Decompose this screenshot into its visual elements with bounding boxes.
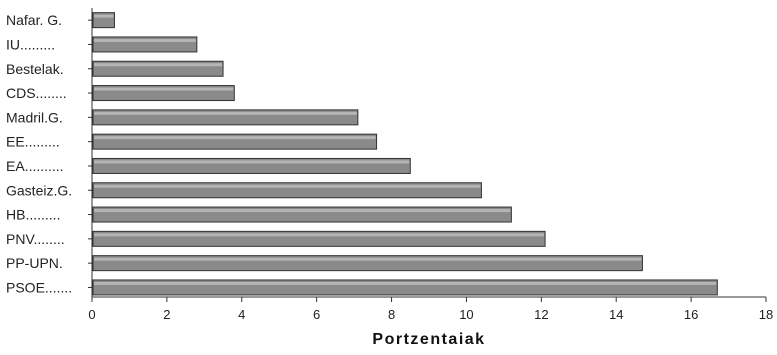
category-label: Madril.G.: [6, 109, 63, 125]
category-label: PNV........: [6, 231, 65, 247]
bar-highlight: [94, 111, 357, 115]
x-tick-label: 0: [88, 307, 95, 322]
bar-highlight: [94, 281, 717, 285]
bar-highlight: [94, 209, 511, 213]
bar-highlight: [94, 14, 114, 18]
x-tick-label: 14: [609, 307, 623, 322]
x-tick-label: 2: [163, 307, 170, 322]
x-tick-label: 12: [534, 307, 548, 322]
x-tick-label: 4: [238, 307, 245, 322]
bar-highlight: [94, 184, 481, 188]
x-axis-label: Portzentaiak: [372, 331, 485, 348]
x-tick-label: 18: [759, 307, 773, 322]
bars: [92, 12, 718, 296]
category-label: PP-UPN.: [6, 255, 63, 271]
category-label: IU.........: [6, 36, 55, 52]
bar-highlight: [94, 257, 642, 261]
bar-highlight: [94, 63, 223, 67]
category-label: Gasteiz.G.: [6, 182, 72, 198]
x-tick-label: 6: [313, 307, 320, 322]
category-label: PSOE.......: [6, 279, 72, 295]
bar-highlight: [94, 87, 234, 91]
bar-highlight: [94, 233, 545, 237]
category-label: EA..........: [6, 158, 64, 174]
x-tick-label: 16: [684, 307, 698, 322]
x-tick-label: 8: [388, 307, 395, 322]
category-label: EE.........: [6, 134, 60, 150]
category-label: Nafar. G.: [6, 12, 62, 28]
category-label: CDS........: [6, 85, 67, 101]
bar-highlight: [94, 38, 196, 42]
x-axis: 0 2 4 6 8 10 12 14 16 18: [88, 8, 773, 322]
category-label: Bestelak.: [6, 61, 64, 77]
bar-highlight: [94, 136, 376, 140]
x-tick-label: 10: [459, 307, 473, 322]
category-labels: Nafar. G. IU......... Bestelak. CDS........…: [6, 12, 72, 295]
bar-highlight: [94, 160, 410, 164]
category-label: HB.........: [6, 207, 60, 223]
